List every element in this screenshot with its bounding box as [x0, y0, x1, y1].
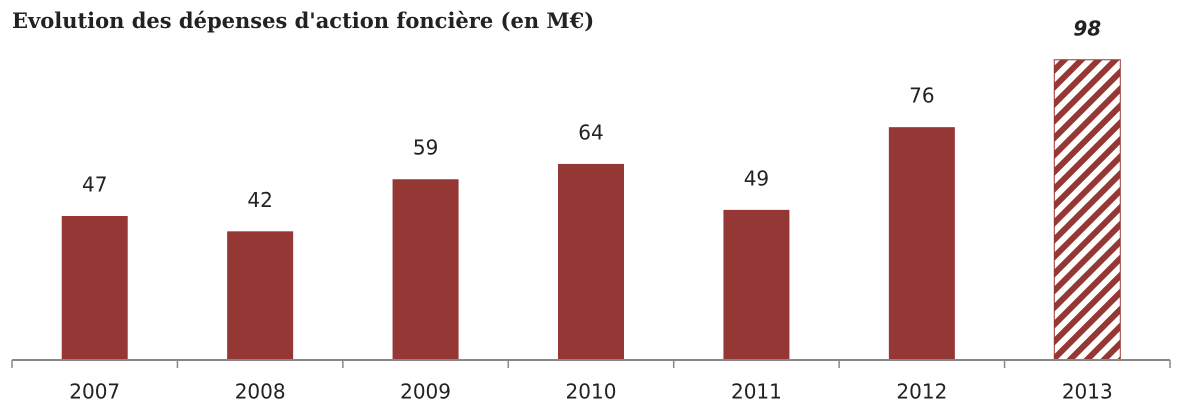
data-label: 47 — [82, 173, 107, 197]
x-tick-label: 2009 — [400, 380, 451, 404]
bar — [392, 179, 459, 360]
x-tick-label: 2010 — [566, 380, 617, 404]
chart-title: Evolution des dépenses d'action foncière… — [12, 8, 594, 33]
data-label: 59 — [413, 136, 438, 160]
bar — [227, 231, 294, 360]
bar — [558, 163, 624, 360]
data-label: 76 — [909, 84, 934, 108]
data-label: 64 — [578, 120, 603, 144]
bar — [723, 209, 790, 360]
bar — [61, 216, 128, 360]
x-tick-label: 2011 — [731, 380, 782, 404]
data-label: 49 — [744, 166, 769, 190]
x-tick-label: 2008 — [235, 380, 286, 404]
x-tick-label: 2013 — [1062, 380, 1113, 404]
bar — [888, 127, 955, 360]
data-label: 42 — [247, 188, 272, 212]
x-tick-label: 2007 — [69, 380, 120, 404]
bar — [1053, 59, 1121, 361]
x-tick-label: 2012 — [896, 380, 947, 404]
data-label: 98 — [1073, 16, 1101, 40]
